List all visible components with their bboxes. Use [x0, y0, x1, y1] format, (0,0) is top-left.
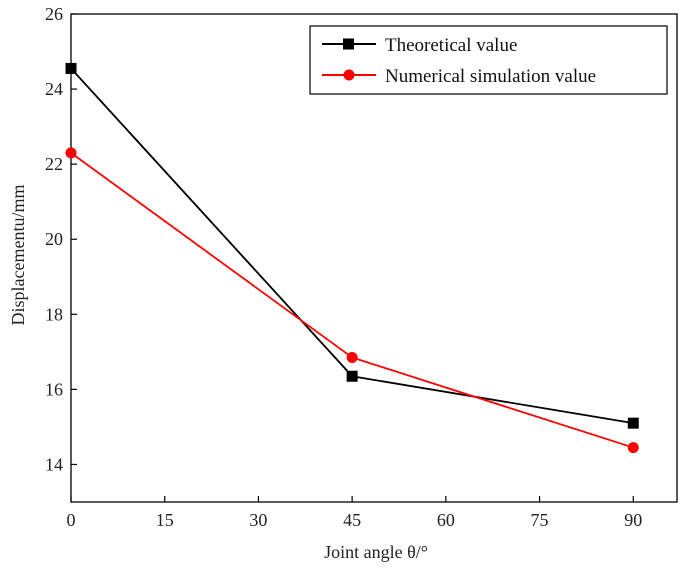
data-point-circle [65, 147, 77, 159]
y-tick-label: 20 [45, 229, 63, 249]
x-tick-label: 15 [156, 510, 174, 530]
data-point-square [627, 417, 639, 429]
x-tick-label: 0 [67, 510, 76, 530]
plot-frame [70, 13, 678, 503]
series-line-0 [70, 67, 634, 425]
data-point-square [65, 62, 77, 74]
x-tick-label: 45 [343, 510, 361, 530]
legend-label-theoretical: Theoretical value [385, 35, 517, 56]
data-point-circle [346, 351, 358, 363]
legend-frame [309, 25, 668, 95]
x-tick-label: 30 [249, 510, 267, 530]
legend: Theoretical value Numerical simulation v… [309, 25, 668, 95]
x-tick-label: 90 [624, 510, 642, 530]
axes: 0 15 30 45 60 75 90 14 16 18 20 22 24 26 [45, 4, 678, 530]
x-tick-label: 60 [437, 510, 455, 530]
y-tick-label: 18 [45, 304, 63, 324]
data-point-square [346, 370, 358, 382]
x-axis-title: Joint angle θ/° [324, 542, 428, 562]
y-tick-label: 16 [45, 379, 63, 399]
legend-marker-numerical [343, 69, 355, 81]
legend-label-numerical: Numerical simulation value [385, 66, 596, 87]
y-tick-label: 26 [45, 4, 63, 24]
y-axis-title: Displacementu/mm [8, 185, 28, 326]
data-point-circle [627, 442, 639, 454]
legend-marker-theoretical [343, 38, 354, 50]
y-tick-label: 24 [45, 79, 63, 99]
y-tick-label: 22 [45, 154, 63, 174]
series-line-1 [70, 152, 634, 449]
series-layer [65, 62, 639, 454]
x-tick-label: 75 [531, 510, 549, 530]
y-tick-label: 14 [45, 454, 63, 474]
